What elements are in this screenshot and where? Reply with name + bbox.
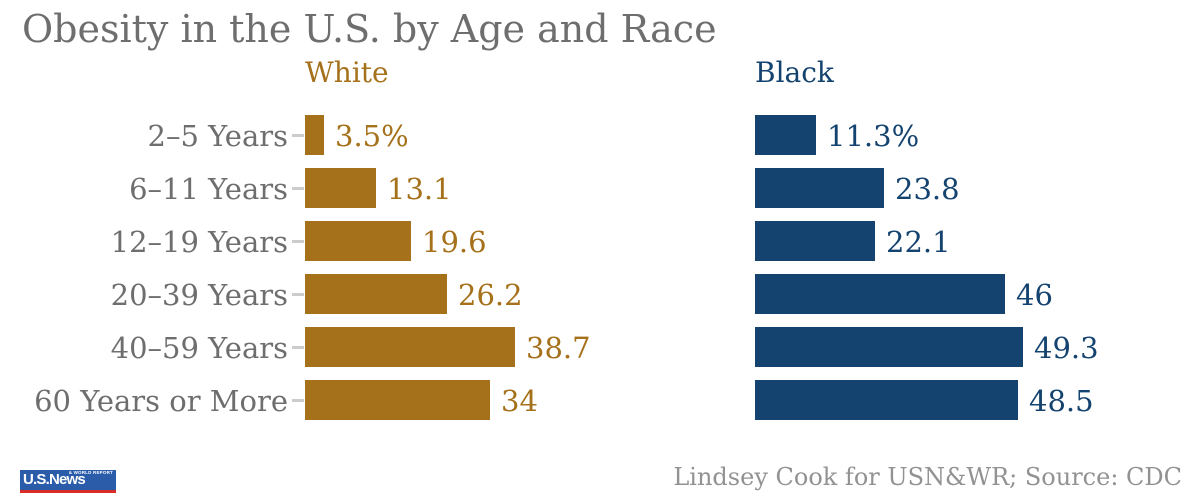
value-label-black-5: 48.5 — [1029, 384, 1094, 418]
value-label-white-1: 13.1 — [387, 172, 452, 206]
category-label: 12–19 Years — [110, 225, 288, 259]
value-label-black-0: 11.3% — [827, 119, 920, 153]
bar-white-0 — [305, 115, 324, 155]
value-label-white-0: 3.5% — [335, 119, 409, 153]
category-label: 20–39 Years — [110, 278, 288, 312]
axis-tick — [292, 345, 304, 349]
bar-black-1 — [755, 168, 884, 208]
bar-black-3 — [755, 274, 1005, 314]
value-label-black-3: 46 — [1016, 278, 1053, 312]
usnews-logo: & WORLD REPORT U.S.News — [20, 470, 116, 493]
bar-black-4 — [755, 327, 1023, 367]
axis-tick — [292, 398, 304, 402]
bar-white-4 — [305, 327, 515, 367]
axis-tick — [292, 133, 304, 137]
bar-white-1 — [305, 168, 376, 208]
legend-label-black: Black — [755, 56, 834, 89]
legend-label-white: White — [305, 56, 389, 89]
bar-white-3 — [305, 274, 447, 314]
axis-tick — [292, 186, 304, 190]
axis-tick — [292, 239, 304, 243]
category-label: 6–11 Years — [129, 172, 288, 206]
bar-black-5 — [755, 380, 1018, 420]
bar-black-2 — [755, 221, 875, 261]
bar-black-0 — [755, 115, 816, 155]
value-label-black-4: 49.3 — [1034, 331, 1099, 365]
bar-white-2 — [305, 221, 411, 261]
usnews-logo-subtext: & WORLD REPORT — [68, 470, 113, 475]
chart-title: Obesity in the U.S. by Age and Race — [22, 7, 717, 51]
usnews-logo-underline — [20, 490, 116, 493]
value-label-white-5: 34 — [501, 384, 538, 418]
value-label-black-1: 23.8 — [895, 172, 960, 206]
category-label: 60 Years or More — [34, 384, 288, 418]
value-label-white-3: 26.2 — [458, 278, 523, 312]
axis-tick — [292, 292, 304, 296]
category-label: 40–59 Years — [110, 331, 288, 365]
category-label: 2–5 Years — [147, 119, 288, 153]
value-label-black-2: 22.1 — [886, 225, 951, 259]
value-label-white-4: 38.7 — [526, 331, 591, 365]
usnews-logo-text: U.S.News — [23, 471, 86, 488]
value-label-white-2: 19.6 — [422, 225, 487, 259]
bar-white-5 — [305, 380, 490, 420]
usnews-logo-background — [20, 470, 116, 490]
attribution-text: Lindsey Cook for USN&WR; Source: CDC — [673, 463, 1182, 491]
